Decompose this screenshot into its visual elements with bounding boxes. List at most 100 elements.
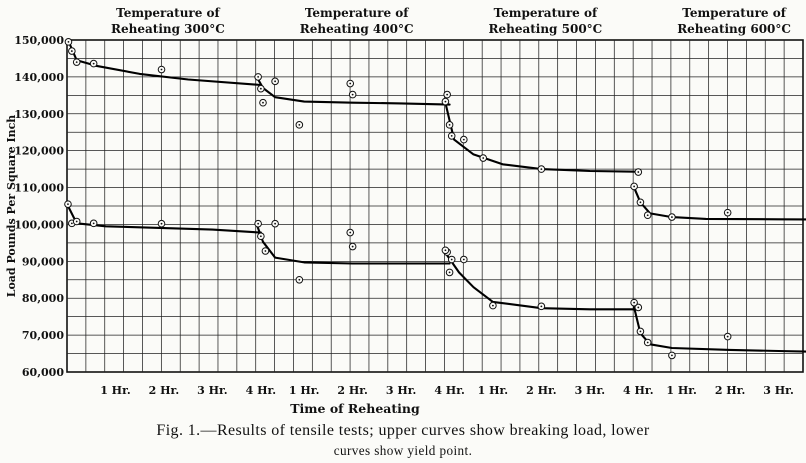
series-curves (66, 38, 806, 353)
data-point-center (259, 87, 262, 90)
x-tick-label: 4 Hr. (246, 384, 277, 397)
data-point-center (639, 330, 642, 333)
x-axis-ticks: 1 Hr. 2 Hr. 3 Hr. 4 Hr. 1 Hr. 2 Hr. 3 Hr. 4 Hr.… (100, 384, 794, 397)
x-tick-label: 2 Hr. (149, 384, 180, 397)
data-point-center (633, 185, 636, 188)
x-tick-label: 3 Hr. (763, 384, 794, 397)
series-curve-panel1-breaking-load (66, 38, 262, 87)
data-point-center (444, 100, 447, 103)
data-point-center (351, 93, 354, 96)
data-point-center (70, 50, 73, 52)
data-point-center (70, 222, 73, 225)
series-curve-panel4-yield-point (633, 306, 806, 353)
data-point-center (633, 301, 636, 304)
data-point-center (637, 306, 640, 309)
data-point-center (351, 245, 354, 248)
data-point-center (446, 93, 449, 96)
panel-title-line2: Reheating 600°C (677, 22, 791, 36)
data-point-center (257, 75, 260, 78)
x-axis-label: Time of Reheating (290, 401, 420, 416)
data-point-center (75, 220, 78, 223)
caption-line-2: curves show yield point. (333, 443, 473, 458)
x-tick-label: 2 Hr. (715, 384, 746, 397)
data-point-center (92, 62, 95, 65)
x-tick-label: 1 Hr. (289, 384, 320, 397)
x-tick-label: 4 Hr. (623, 384, 654, 397)
x-tick-label: 3 Hr. (386, 384, 417, 397)
data-point-center (726, 211, 729, 214)
data-point-center (75, 61, 78, 64)
x-tick-label: 2 Hr. (337, 384, 368, 397)
series-curve-panel3-breaking-load (444, 101, 640, 173)
data-point-center (257, 222, 260, 225)
data-point-center (646, 214, 649, 217)
panel-title-line1: Temperature of (116, 6, 220, 20)
panel-title-line1: Temperature of (494, 6, 598, 20)
data-point-center (450, 135, 453, 137)
y-axis-ticks: 150,000 140,000 130,000 120,000 110,000 100,0… (14, 34, 64, 379)
data-point-center (540, 168, 543, 171)
panel-title-line2: Reheating 400°C (300, 22, 414, 36)
y-tick-label: 60,000 (22, 366, 64, 379)
data-point-center (259, 235, 262, 238)
series-curve-panel4-breaking-load (633, 186, 806, 221)
panel-titles: Temperature of Reheating 300°C Temperature… (111, 6, 791, 36)
y-tick-label: 90,000 (22, 255, 64, 268)
x-tick-label: 3 Hr. (575, 384, 606, 397)
y-tick-label: 150,000 (14, 34, 64, 47)
x-tick-label: 1 Hr. (666, 384, 697, 397)
y-axis-label: Load Pounds Per Square Inch (5, 115, 18, 298)
data-point-center (671, 354, 673, 357)
series-curve-panel2-yield-point (255, 223, 451, 265)
data-point-center (262, 101, 264, 104)
x-tick-label: 4 Hr. (434, 384, 465, 397)
caption-line-1: Fig. 1.—Results of tensile tests; upper … (156, 422, 650, 439)
y-tick-label: 120,000 (14, 145, 64, 158)
data-point-center (298, 278, 301, 281)
data-point-center (448, 123, 451, 126)
x-tick-label: 3 Hr. (197, 384, 228, 397)
y-tick-label: 110,000 (14, 182, 64, 195)
data-point-center (639, 201, 642, 204)
y-tick-label: 70,000 (22, 329, 64, 342)
data-point-center (540, 305, 543, 308)
data-point-center (462, 138, 465, 141)
figure-caption: Fig. 1.—Results of tensile tests; upper … (0, 421, 806, 461)
x-tick-label: 1 Hr. (100, 384, 131, 397)
data-point-center (298, 123, 301, 126)
data-point-center (450, 258, 453, 261)
x-tick-label: 2 Hr. (526, 384, 557, 397)
data-point-center (726, 335, 729, 338)
data-point-center (92, 222, 95, 225)
data-point-center (637, 171, 640, 173)
series-curve-panel2-breaking-load (255, 75, 451, 106)
y-tick-label: 140,000 (14, 71, 64, 84)
data-point-center (67, 203, 69, 206)
data-point-center (160, 68, 163, 71)
data-point-center (349, 82, 352, 85)
data-point-center (274, 222, 277, 225)
data-point-center (264, 250, 267, 252)
data-point-center (462, 258, 465, 261)
data-point-center (67, 40, 70, 43)
data-point-center (349, 231, 352, 234)
x-tick-label: 1 Hr. (478, 384, 509, 397)
panel-title-line2: Reheating 300°C (111, 22, 225, 36)
chart-figure: Temperature of Reheating 300°C Temperature… (5, 6, 806, 416)
panel-title-line1: Temperature of (305, 6, 409, 20)
data-point-center (492, 304, 494, 307)
series-points (64, 38, 732, 360)
data-point-center (646, 341, 649, 344)
data-point-center (274, 80, 277, 83)
y-tick-label: 130,000 (14, 108, 64, 121)
data-point-center (671, 216, 673, 218)
data-point-center (444, 249, 447, 252)
y-tick-label: 80,000 (22, 292, 64, 305)
chart-grid (66, 39, 804, 373)
data-point-center (448, 271, 451, 274)
panel-title-line1: Temperature of (682, 6, 786, 20)
panel-title-line2: Reheating 500°C (488, 22, 602, 36)
y-tick-label: 100,000 (14, 218, 64, 231)
data-point-center (160, 222, 163, 225)
data-point-center (482, 157, 485, 159)
